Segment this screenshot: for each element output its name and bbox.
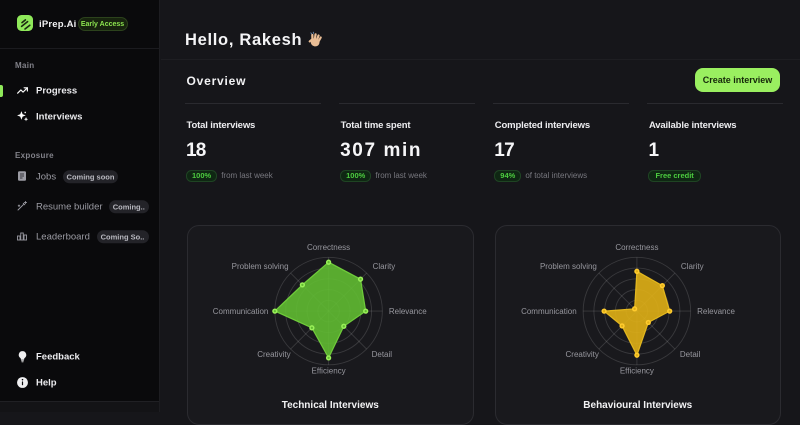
svg-text:Communication: Communication: [521, 307, 577, 316]
svg-text:Creativity: Creativity: [565, 350, 598, 359]
svg-text:Efficiency: Efficiency: [312, 366, 346, 375]
svg-text:Efficiency: Efficiency: [619, 366, 653, 375]
svg-text:Detail: Detail: [679, 350, 700, 359]
svg-text:Clarity: Clarity: [373, 262, 396, 271]
svg-text:Relevance: Relevance: [389, 307, 427, 316]
svg-text:Creativity: Creativity: [257, 350, 290, 359]
svg-text:Correctness: Correctness: [307, 242, 350, 251]
svg-text:Correctness: Correctness: [615, 242, 658, 251]
svg-text:Problem solving: Problem solving: [232, 262, 289, 271]
svg-text:Problem solving: Problem solving: [539, 262, 596, 271]
svg-text:Relevance: Relevance: [697, 307, 735, 316]
svg-text:Clarity: Clarity: [680, 262, 703, 271]
svg-text:Detail: Detail: [372, 350, 393, 359]
svg-text:Communication: Communication: [213, 307, 269, 316]
